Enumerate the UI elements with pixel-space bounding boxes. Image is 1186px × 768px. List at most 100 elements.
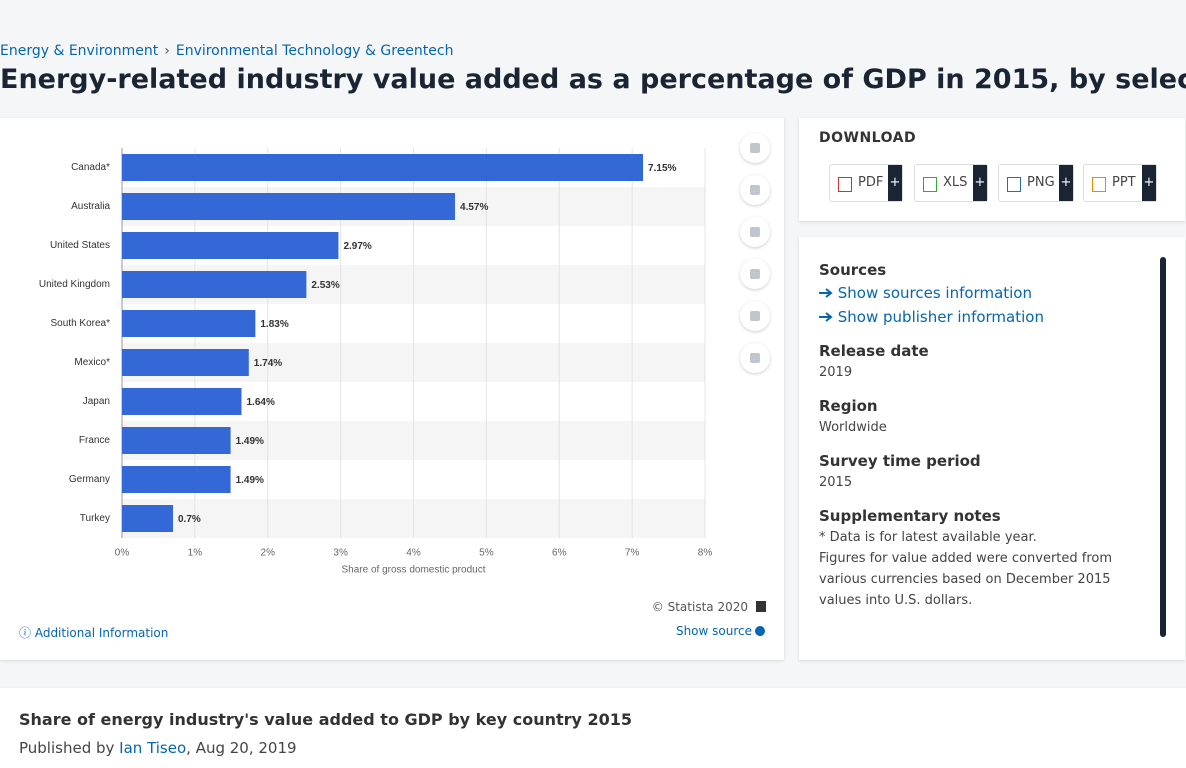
- format-label: PPT: [1112, 175, 1136, 190]
- x-tick-label: 8%: [698, 548, 713, 559]
- cite-button[interactable]: [740, 301, 770, 331]
- detail-heading: Region: [819, 397, 878, 415]
- link-text: Show publisher information: [837, 308, 1044, 326]
- download-button[interactable]: PDF +: [829, 164, 903, 202]
- arrow-icon: [819, 312, 833, 322]
- plus: +: [973, 165, 987, 201]
- sources-link[interactable]: Show sources information: [819, 284, 1032, 302]
- bar: [122, 427, 231, 454]
- x-axis-title: Share of gross domestic product: [342, 565, 486, 576]
- page-title: Energy-related industry value added as a…: [0, 64, 1186, 95]
- detail-section: Release date 2019: [819, 342, 1149, 383]
- date: , Aug 20, 2019: [186, 739, 297, 757]
- plus: +: [1142, 165, 1156, 201]
- value-label: 1.83%: [260, 319, 288, 330]
- file-icon: [923, 177, 937, 192]
- chart: 0% 1% 2% 3% 4% 5% 6% 7% 8% Canada* 7.15% Australia 4…: [39, 148, 713, 576]
- scrollbar[interactable]: [1160, 257, 1166, 637]
- info-icon: [755, 626, 765, 636]
- plus: +: [1059, 165, 1073, 201]
- x-tick-label: 4%: [406, 548, 421, 559]
- settings-button[interactable]: [740, 217, 770, 247]
- download-button[interactable]: PNG +: [998, 164, 1074, 202]
- x-tick-label: 0%: [115, 548, 130, 559]
- detail-section: Region Worldwide: [819, 397, 1149, 438]
- plus: +: [888, 165, 902, 201]
- bar: [122, 310, 256, 337]
- download-button[interactable]: PPT +: [1083, 164, 1157, 202]
- x-tick-label: 5%: [479, 548, 494, 559]
- details-sections: Release date 2019 Region Worldwide Survey ti…: [819, 342, 1149, 625]
- bar: [122, 349, 249, 376]
- file-icon: [1007, 177, 1021, 192]
- alert-button[interactable]: [740, 175, 770, 205]
- author-link[interactable]: Ian Tiseo: [119, 739, 187, 757]
- format-label: PNG: [1027, 175, 1055, 190]
- link-text: Show sources information: [837, 284, 1032, 302]
- value-label: 1.74%: [254, 358, 282, 369]
- bar: [122, 505, 174, 532]
- print-button[interactable]: [740, 343, 770, 373]
- x-tick-label: 7%: [625, 548, 640, 559]
- detail-heading: Survey time period: [819, 452, 981, 470]
- category-label: South Korea*: [51, 318, 111, 329]
- download-title: DOWNLOAD: [819, 130, 917, 146]
- x-tick-label: 2%: [261, 548, 276, 559]
- chart-card: 0% 1% 2% 3% 4% 5% 6% 7% 8% Canada* 7.15% Australia 4…: [0, 118, 784, 660]
- bar: [122, 271, 307, 298]
- bar: [122, 193, 456, 220]
- value-label: 0.7%: [178, 514, 201, 525]
- category-label: Turkey: [80, 513, 110, 524]
- value-label: 4.57%: [460, 202, 488, 213]
- file-icon: [838, 177, 852, 192]
- additional-info[interactable]: ⓘ Additional Information: [19, 626, 169, 640]
- publisher-link[interactable]: Show publisher information: [819, 308, 1044, 326]
- detail-text: 2019: [819, 365, 853, 380]
- breadcrumb: Energy & Environment › Environmental Techn…: [0, 43, 454, 59]
- category-label: United States: [50, 240, 110, 251]
- footer-title: Share of energy industry's value added t…: [19, 710, 633, 729]
- x-tick-label: 6%: [552, 548, 567, 559]
- breadcrumb-link[interactable]: Environmental Technology & Greentech: [175, 43, 454, 59]
- publisher-line: Published by Ian Tiseo, Aug 20, 2019: [19, 739, 297, 757]
- category-label: Japan: [83, 396, 110, 407]
- category-label: Mexico*: [74, 357, 110, 368]
- favorite-button[interactable]: [740, 133, 770, 163]
- published-by: Published by: [19, 739, 115, 757]
- bar: [122, 388, 242, 415]
- show-source[interactable]: Show source: [675, 624, 752, 638]
- value-label: 1.64%: [247, 397, 275, 408]
- x-tick-label: 3%: [333, 548, 348, 559]
- bar: [122, 466, 231, 493]
- category-label: United Kingdom: [39, 279, 110, 290]
- detail-heading: Supplementary notes: [819, 507, 1001, 525]
- detail-text: Figures for value added were converted f…: [819, 551, 1113, 608]
- format-label: PDF: [858, 175, 884, 190]
- flag-icon[interactable]: [756, 601, 766, 612]
- category-label: Germany: [69, 474, 110, 485]
- details-card: Sources Show sources information Show pu…: [799, 237, 1185, 660]
- detail-text: Worldwide: [819, 420, 887, 435]
- x-tick-label: 1%: [188, 548, 203, 559]
- footer-card: Share of energy industry's value added t…: [0, 688, 1186, 768]
- value-label: 1.49%: [236, 436, 264, 447]
- value-label: 7.15%: [648, 163, 676, 174]
- value-label: 2.97%: [343, 241, 371, 252]
- file-icon: [1092, 177, 1106, 192]
- sources-heading: Sources: [819, 261, 887, 279]
- share-button[interactable]: [740, 259, 770, 289]
- category-label: Australia: [71, 201, 110, 212]
- bar: [122, 232, 339, 259]
- link-text: Additional Information: [34, 626, 169, 640]
- arrow-icon: [819, 288, 833, 298]
- breadcrumb-link[interactable]: Energy & Environment: [0, 43, 159, 59]
- download-button[interactable]: XLS +: [914, 164, 988, 202]
- category-label: Canada*: [71, 162, 110, 173]
- detail-section: Survey time period 2015: [819, 452, 1149, 493]
- format-label: XLS: [943, 175, 968, 190]
- detail-heading: Release date: [819, 342, 929, 360]
- category-label: France: [79, 435, 111, 446]
- bar: [122, 154, 644, 181]
- credit: © Statista 2020: [651, 600, 748, 614]
